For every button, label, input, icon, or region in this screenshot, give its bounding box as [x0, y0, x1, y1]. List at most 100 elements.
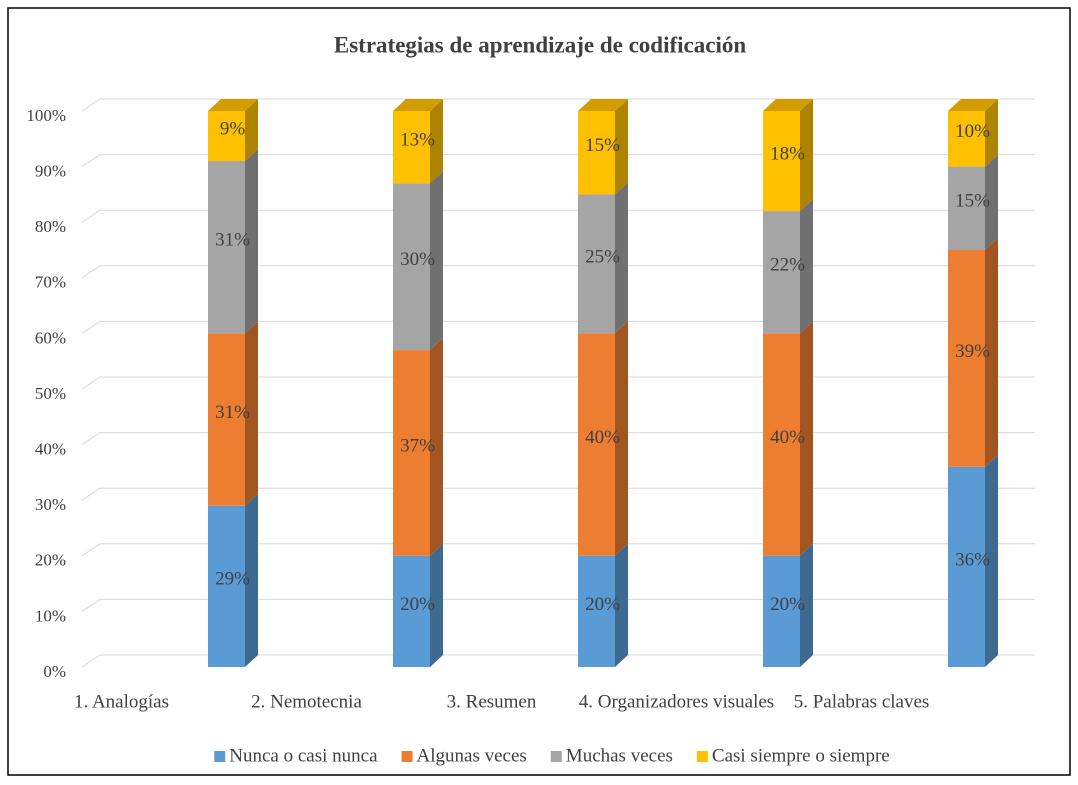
x-tick-label: 4. Organizadores visuales	[579, 691, 774, 712]
bar-side	[430, 99, 443, 184]
legend-label: Algunas veces	[417, 745, 527, 766]
data-label: 18%	[770, 143, 805, 164]
legend-swatch	[401, 751, 413, 762]
legend-label: Casi siempre o siempre	[712, 745, 890, 766]
data-label: 40%	[770, 427, 805, 448]
bar-segment	[578, 543, 628, 667]
x-tick-label: 2. Nemotecnia	[251, 691, 362, 712]
bar-side	[800, 199, 813, 334]
grid-line	[81, 543, 1035, 557]
data-label: 22%	[770, 255, 805, 276]
bar-front	[578, 194, 615, 334]
bar-side	[615, 99, 628, 195]
grid-line	[81, 376, 1035, 390]
x-tick-label: 3. Resumen	[447, 691, 537, 712]
bar-front	[393, 555, 430, 667]
bar-segment	[948, 454, 998, 667]
bar-front	[393, 111, 430, 184]
bar-front	[763, 211, 800, 334]
bar-front	[948, 111, 985, 167]
bar-front	[578, 333, 615, 556]
grid-line	[81, 654, 1035, 668]
data-label: 13%	[400, 129, 435, 150]
y-tick-label: 10%	[35, 606, 66, 625]
y-tick-label: 40%	[35, 440, 66, 459]
y-tick-label: 60%	[35, 328, 66, 347]
legend-label: Nunca o casi nunca	[229, 745, 378, 766]
grid-line	[81, 432, 1035, 446]
data-label: 36%	[955, 549, 990, 570]
grid-line	[81, 487, 1035, 501]
data-label: 20%	[400, 594, 435, 615]
bar-side	[430, 338, 443, 556]
bar-segment	[578, 99, 628, 195]
bar-front	[763, 555, 800, 667]
bar-side	[615, 182, 628, 334]
bar-top	[948, 99, 998, 111]
x-tick-label: 1. Analogías	[74, 691, 169, 712]
y-tick-label: 100%	[26, 106, 66, 125]
bar-side	[985, 154, 998, 250]
bar-segment	[578, 321, 628, 556]
bar-segment	[208, 99, 258, 162]
bar-side	[245, 321, 258, 506]
y-tick-label: 50%	[35, 384, 66, 403]
bar-segment	[948, 238, 998, 467]
data-label: 20%	[585, 594, 620, 615]
bar-front	[948, 466, 985, 667]
bar-front	[208, 161, 245, 334]
bar-top	[393, 99, 443, 111]
y-tick-label: 80%	[35, 217, 66, 236]
data-label: 9%	[220, 118, 246, 139]
bar-segment	[393, 543, 443, 667]
grid-line	[81, 98, 1035, 112]
data-label: 15%	[585, 135, 620, 156]
bar-front	[208, 111, 245, 162]
y-tick-label: 70%	[35, 273, 66, 292]
data-label: 30%	[400, 249, 435, 270]
bar-side	[985, 454, 998, 667]
data-label: 39%	[955, 341, 990, 362]
data-label: 15%	[955, 191, 990, 212]
grid-line	[81, 320, 1035, 334]
legend-label: Muchas veces	[566, 745, 673, 766]
bar-front	[208, 505, 245, 667]
y-tick-label: 90%	[35, 162, 66, 181]
bar-segment	[208, 321, 258, 506]
bar-front	[948, 250, 985, 467]
bar-front	[763, 333, 800, 556]
bar-front	[763, 111, 800, 212]
y-tick-label: 0%	[43, 662, 66, 681]
bar-top	[208, 99, 258, 111]
grid-line	[81, 209, 1035, 223]
bar-top	[578, 99, 628, 111]
bar-side	[430, 543, 443, 667]
bar-segment	[763, 543, 813, 667]
data-label: 31%	[215, 230, 250, 251]
bar-side	[985, 99, 998, 167]
data-label: 37%	[400, 435, 435, 456]
data-label: 40%	[585, 427, 620, 448]
data-label: 25%	[585, 246, 620, 267]
bar-side	[245, 99, 258, 162]
bar-segment	[578, 182, 628, 334]
data-label: 10%	[955, 121, 990, 142]
bar-side	[800, 321, 813, 556]
bar-front	[393, 350, 430, 556]
bar-front	[208, 333, 245, 506]
bar-segment	[393, 99, 443, 184]
legend-swatch	[550, 751, 562, 762]
bar-side	[615, 543, 628, 667]
bar-segment	[948, 154, 998, 250]
bar-segment	[208, 493, 258, 667]
chart-frame	[7, 7, 1071, 776]
bar-top	[763, 99, 813, 111]
bar-side	[245, 149, 258, 334]
bar-segment	[948, 99, 998, 167]
bar-front	[578, 111, 615, 195]
data-label: 20%	[770, 594, 805, 615]
bar-side	[800, 543, 813, 667]
bar-side	[800, 99, 813, 212]
data-label: 29%	[215, 569, 250, 590]
